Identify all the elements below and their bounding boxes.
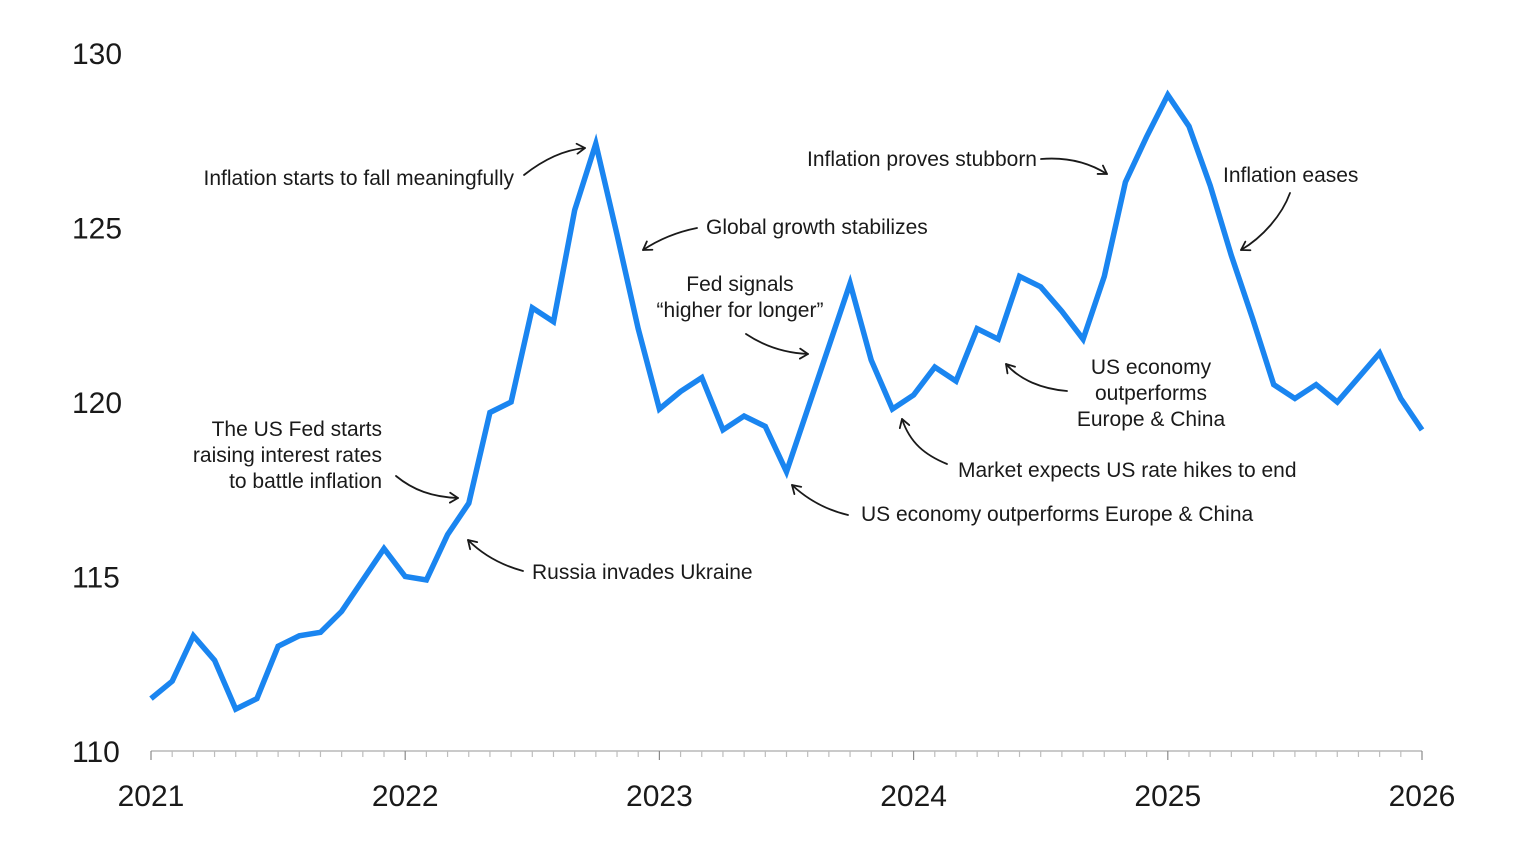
annotation: Global growth stabilizes [642,216,928,251]
x-tick-label: 2023 [626,780,693,813]
annotation: Market expects US rate hikes to end [898,418,1297,482]
annotation-arrow [745,333,809,360]
annotation-label: The US Fed starts raising interest rates t… [193,418,382,493]
annotation-line: Inflation eases [1223,164,1358,187]
annotation-label: Fed signals “higher for longer” [657,273,824,322]
annotation: US economy outperforms Europe & China [1005,356,1226,431]
x-tick-label: 2021 [118,780,185,813]
annotations: Inflation starts to fall meaningfully Glo… [193,142,1358,584]
x-axis: 2021 2022 2023 2024 2025 2026 [118,750,1456,813]
annotation: Inflation eases [1223,164,1358,252]
annotation: Inflation proves stubborn [807,148,1108,175]
annotation-arrow [467,539,524,572]
y-tick-label: 130 [72,38,122,71]
y-tick-label: 125 [72,213,122,246]
annotation-label: Inflation proves stubborn [807,148,1037,171]
y-tick-label: 115 [72,562,120,595]
y-tick-label: 110 [72,736,120,769]
annotation-line: Inflation starts to fall meaningfully [204,167,515,190]
annotation-line: to battle inflation [229,470,382,493]
annotation-line: outperforms [1095,382,1207,405]
annotation-arrow [898,418,948,465]
series-line [149,89,1425,713]
annotation: Russia invades Ukraine [467,539,753,584]
annotation-line: raising interest rates [193,444,382,467]
annotation-label: US economy outperforms Europe & China [861,503,1254,526]
annotation-arrow [1240,192,1291,252]
annotation-label: Inflation eases [1223,164,1358,187]
x-tick-label: 2022 [372,780,439,813]
series-group [149,89,1425,713]
annotation-line: US economy [1091,356,1212,379]
annotation-line: Fed signals [686,273,793,296]
annotation-line: Europe & China [1077,408,1226,431]
x-tick-label: 2026 [1389,780,1456,813]
annotation-arrow [395,475,459,504]
annotation-label: Global growth stabilizes [706,216,928,239]
annotation-arrow [1040,157,1108,175]
annotation: US economy outperforms Europe & China [791,484,1254,526]
annotation-line: US economy outperforms Europe & China [861,503,1254,526]
annotation-arrow [642,227,698,251]
annotation-line: Russia invades Ukraine [532,561,753,584]
x-tick-label: 2025 [1134,780,1201,813]
annotation-line: Market expects US rate hikes to end [958,459,1297,482]
y-tick-label: 120 [72,387,122,420]
annotation: Inflation starts to fall meaningfully [204,142,586,190]
annotation-label: US economy outperforms Europe & China [1077,356,1226,431]
annotation-line: The US Fed starts [212,418,382,441]
annotation-arrow [791,484,849,516]
y-axis-tick-labels: 110 115 120 125 130 [72,38,122,769]
annotation-label: Russia invades Ukraine [532,561,753,584]
x-tick-label: 2024 [880,780,947,813]
annotation-label: Market expects US rate hikes to end [958,459,1297,482]
annotation: Fed signals “higher for longer” [657,273,824,360]
annotation: The US Fed starts raising interest rates t… [193,418,459,504]
annotation-label: Inflation starts to fall meaningfully [204,167,515,190]
annotation-arrow [1005,363,1068,392]
annotation-line: Global growth stabilizes [706,216,928,239]
annotation-line: “higher for longer” [657,299,824,322]
annotation-line: Inflation proves stubborn [807,148,1037,171]
annotation-arrow [523,142,586,176]
